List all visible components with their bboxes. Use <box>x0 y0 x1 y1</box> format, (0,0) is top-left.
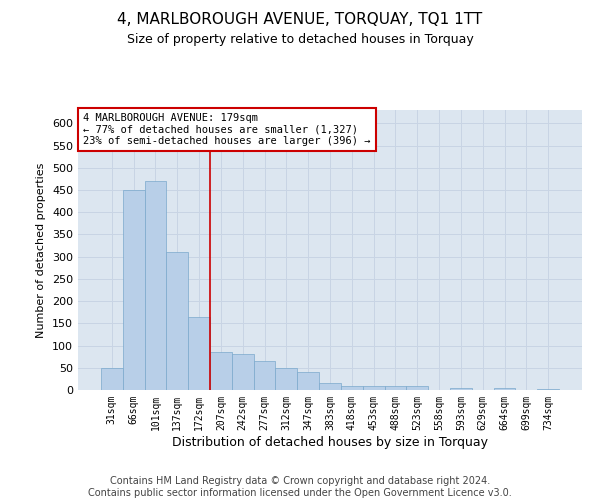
Y-axis label: Number of detached properties: Number of detached properties <box>37 162 46 338</box>
Text: 4 MARLBOROUGH AVENUE: 179sqm
← 77% of detached houses are smaller (1,327)
23% of: 4 MARLBOROUGH AVENUE: 179sqm ← 77% of de… <box>83 113 371 146</box>
Text: Size of property relative to detached houses in Torquay: Size of property relative to detached ho… <box>127 32 473 46</box>
Bar <box>232 354 254 390</box>
Bar <box>363 386 385 390</box>
Bar <box>297 372 319 390</box>
Bar <box>341 386 363 390</box>
Bar <box>188 316 210 390</box>
Bar <box>494 388 515 390</box>
Text: 4, MARLBOROUGH AVENUE, TORQUAY, TQ1 1TT: 4, MARLBOROUGH AVENUE, TORQUAY, TQ1 1TT <box>118 12 482 28</box>
Bar <box>123 190 145 390</box>
Text: Contains HM Land Registry data © Crown copyright and database right 2024.
Contai: Contains HM Land Registry data © Crown c… <box>88 476 512 498</box>
Bar <box>319 384 341 390</box>
Bar <box>275 368 297 390</box>
Bar <box>254 361 275 390</box>
X-axis label: Distribution of detached houses by size in Torquay: Distribution of detached houses by size … <box>172 436 488 448</box>
Bar <box>450 388 472 390</box>
Bar <box>537 388 559 390</box>
Bar <box>145 181 166 390</box>
Bar <box>210 352 232 390</box>
Bar <box>385 386 406 390</box>
Bar <box>406 386 428 390</box>
Bar <box>166 252 188 390</box>
Bar <box>101 368 123 390</box>
